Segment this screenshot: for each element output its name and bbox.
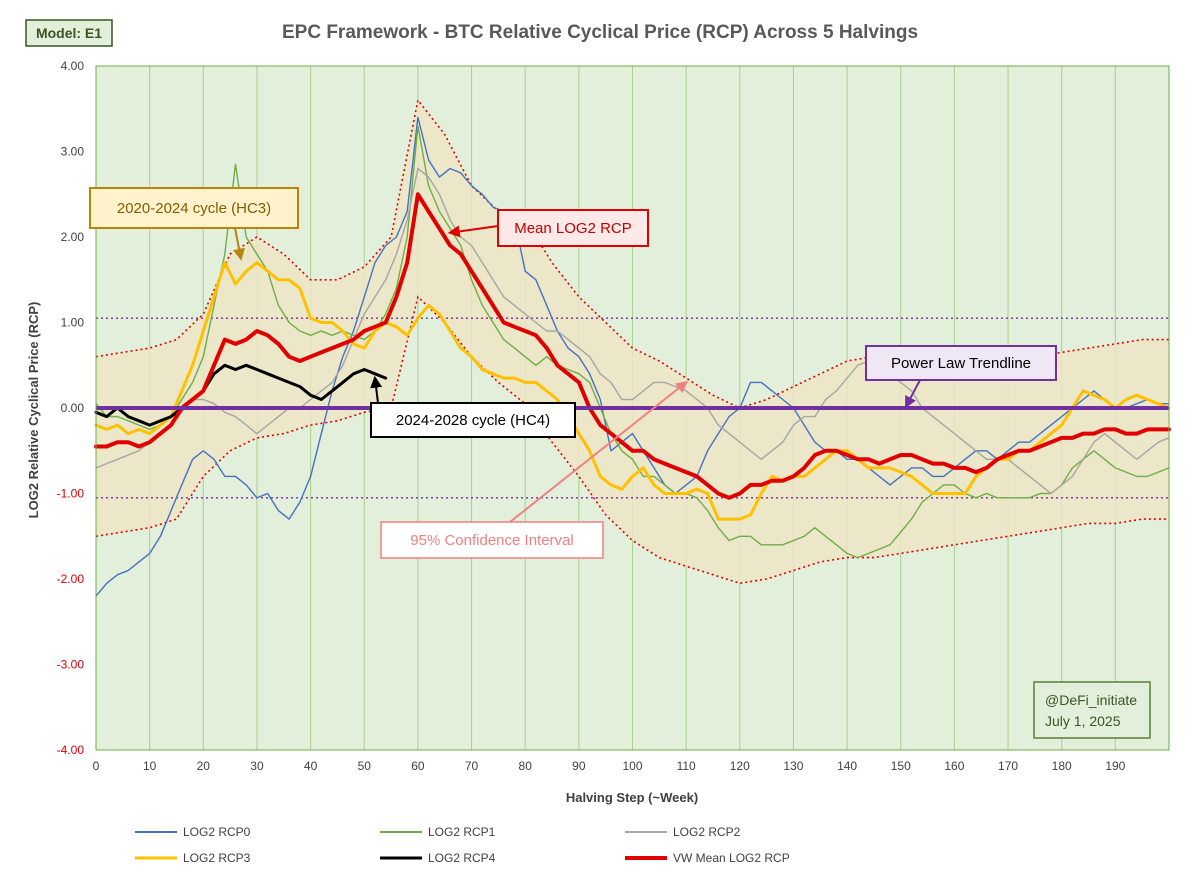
x-axis-label: Halving Step (~Week) [566, 790, 698, 805]
series-line-log2-rcp0 [95, 116, 1170, 597]
x-tick-label: 180 [1052, 759, 1072, 773]
y-tick-label: -1.00 [57, 487, 85, 501]
legend-item: LOG2 RCP2 [625, 825, 741, 839]
legend-item: LOG2 RCP1 [380, 825, 496, 839]
x-tick-label: 70 [465, 759, 479, 773]
reference-lines [96, 317, 1169, 499]
annotation-arrow-hc4 [370, 375, 383, 404]
watermark-handle: @DeFi_initiate [1045, 692, 1137, 708]
annotation-pl: Power Law Trendline [865, 345, 1057, 409]
x-tick-label: 110 [677, 759, 696, 773]
annotation-text-hc4: 2024-2028 cycle (HC4) [396, 412, 550, 429]
legend-item: VW Mean LOG2 RCP [625, 851, 790, 865]
annotation-arrow-mean [447, 225, 499, 238]
legend-item: LOG2 RCP0 [135, 825, 251, 839]
x-tick-label: 170 [998, 759, 1018, 773]
confidence-band-fill [96, 100, 1169, 584]
legend-label: LOG2 RCP0 [183, 825, 251, 839]
series-line-vw-mean-log2-rcp [94, 192, 1171, 500]
y-tick-label: 3.00 [61, 145, 85, 159]
annotation-text-pl: Power Law Trendline [891, 355, 1031, 372]
x-tick-label: 20 [197, 759, 211, 773]
annotation-arrow-pl [904, 379, 921, 409]
model-badge [25, 19, 113, 47]
legend-item: LOG2 RCP4 [380, 851, 496, 865]
annotation-mean: Mean LOG2 RCP [447, 209, 649, 247]
x-tick-label: 120 [730, 759, 750, 773]
x-tick-label: 160 [944, 759, 964, 773]
annotation-arrow-ci [509, 380, 689, 523]
annotation-box-hc3 [89, 187, 299, 229]
y-axis-label: LOG2 Relative Cyclical Price (RCP) [26, 302, 41, 519]
y-tick-label: -3.00 [57, 658, 85, 672]
y-tick-label: 4.00 [61, 59, 85, 73]
chart-title: EPC Framework - BTC Relative Cyclical Pr… [282, 22, 918, 43]
legend-label: VW Mean LOG2 RCP [673, 851, 790, 865]
annotation-text-mean: Mean LOG2 RCP [514, 220, 632, 237]
annotation-box-hc4 [370, 402, 576, 438]
y-tick-label: -4.00 [57, 743, 85, 757]
annotation-text-ci: 95% Confidence Interval [410, 532, 573, 549]
watermark: @DeFi_initiate July 1, 2025 [1033, 681, 1151, 739]
y-axis-ticks: 4.00 3.00 2.00 1.00 0.00 -1.00 -2.00 -3.00 -4.00 [57, 59, 85, 757]
x-tick-label: 10 [143, 759, 157, 773]
watermark-box [1033, 681, 1151, 739]
model-label: Model: E1 [36, 25, 102, 41]
x-tick-label: 0 [93, 759, 100, 773]
annotation-box-ci [380, 521, 604, 559]
x-tick-label: 80 [519, 759, 533, 773]
legend-label: LOG2 RCP2 [673, 825, 741, 839]
x-tick-label: 140 [837, 759, 857, 773]
annotation-hc4: 2024-2028 cycle (HC4) [370, 375, 576, 438]
x-tick-label: 40 [304, 759, 318, 773]
y-tick-label: -2.00 [57, 572, 85, 586]
x-tick-label: 130 [783, 759, 803, 773]
legend-label: LOG2 RCP1 [428, 825, 496, 839]
x-tick-label: 50 [358, 759, 372, 773]
annotation-hc3: 2020-2024 cycle (HC3) [89, 187, 299, 261]
annotation-ci: 95% Confidence Interval [380, 380, 689, 559]
x-tick-label: 190 [1105, 759, 1125, 773]
x-tick-label: 90 [572, 759, 586, 773]
x-tick-label: 60 [411, 759, 425, 773]
x-tick-label: 100 [622, 759, 642, 773]
annotation-box-mean [497, 209, 649, 247]
y-tick-label: 0.00 [61, 401, 85, 415]
x-tick-label: 30 [250, 759, 264, 773]
watermark-date: July 1, 2025 [1045, 713, 1121, 729]
series-line-log2-rcp4 [94, 363, 388, 427]
legend-item: LOG2 RCP3 [135, 851, 251, 865]
annotation-box-pl [865, 345, 1057, 381]
plot-border [95, 65, 1170, 751]
x-tick-label: 150 [891, 759, 911, 773]
annotation-text-hc3: 2020-2024 cycle (HC3) [117, 200, 271, 217]
y-tick-label: 2.00 [61, 230, 85, 244]
legend-label: LOG2 RCP3 [183, 851, 251, 865]
legend-label: LOG2 RCP4 [428, 851, 496, 865]
series-line-log2-rcp1 [95, 125, 1170, 559]
x-axis-ticks: 0 10 20 30 40 50 60 70 80 90 100 110 120 130 140 150 160… [93, 759, 1126, 773]
annotation-arrow-hc3 [233, 227, 245, 261]
series-lines [94, 116, 1171, 597]
legend: LOG2 RCP0 LOG2 RCP1 LOG2 RCP2 LOG2 RCP3 LOG2… [135, 825, 790, 865]
annotations: 2020-2024 cycle (HC3) 2024-2028 cycle (HC… [89, 187, 1057, 559]
y-tick-label: 1.00 [61, 316, 85, 330]
series-line-log2-rcp2 [95, 167, 1170, 495]
